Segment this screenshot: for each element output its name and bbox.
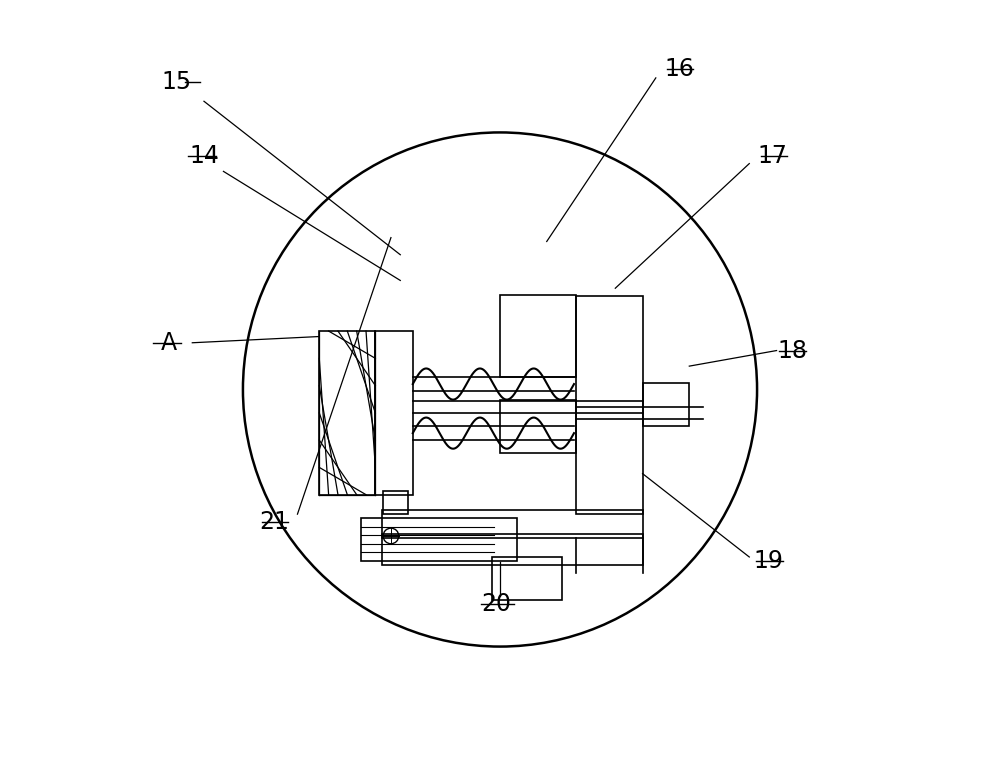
Bar: [576, 296, 643, 514]
Text: 19: 19: [754, 549, 784, 573]
Text: 15: 15: [162, 70, 192, 93]
Text: 21: 21: [259, 510, 289, 534]
Bar: [500, 295, 576, 377]
Bar: [500, 400, 576, 453]
Text: 14: 14: [189, 144, 219, 167]
Text: A: A: [161, 331, 177, 354]
Text: 17: 17: [758, 144, 788, 167]
Bar: [643, 383, 689, 426]
Text: 18: 18: [777, 339, 807, 362]
Bar: [492, 557, 562, 600]
Bar: [383, 491, 408, 514]
Bar: [375, 331, 413, 495]
Bar: [382, 534, 643, 565]
Bar: [361, 518, 517, 561]
Text: 20: 20: [481, 592, 511, 615]
Bar: [319, 331, 375, 495]
Bar: [382, 510, 643, 538]
Text: 16: 16: [664, 57, 694, 80]
